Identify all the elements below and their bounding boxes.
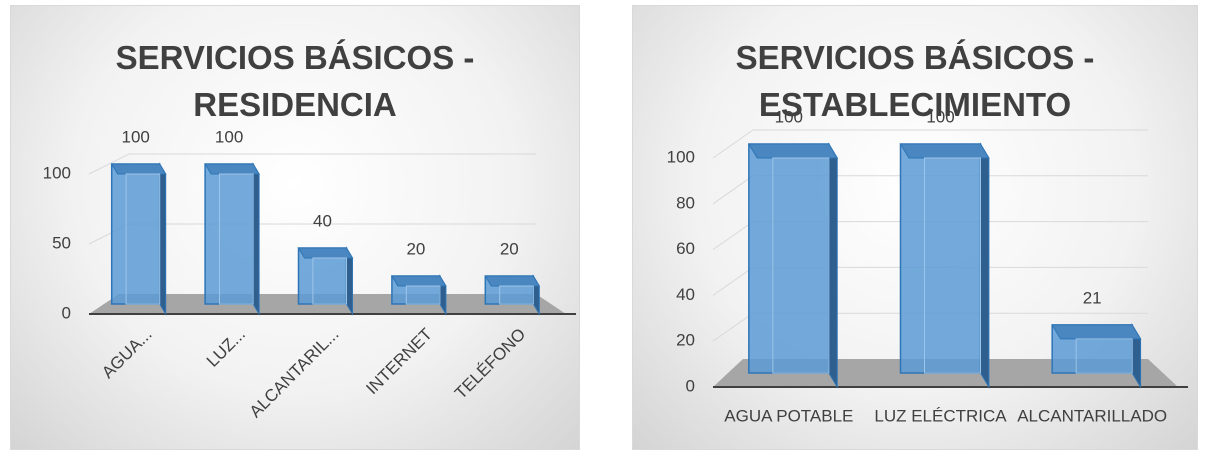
value-label: 21 [1083,288,1102,307]
y-tick-label: 0 [62,303,71,322]
x-tick-label: INTERNET [362,325,436,399]
bar [484,274,541,316]
y-tick-label: 20 [676,331,695,350]
y-tick-label: 40 [676,285,695,304]
value-label: 100 [775,107,803,126]
bar [747,142,839,389]
grid-line [712,129,1148,159]
value-label: 100 [926,107,954,126]
x-tick-label: ALCANTARILLADO [1017,406,1167,425]
y-tick-label: 60 [676,239,695,258]
x-tick-label: AGUA POTABLE [724,406,853,425]
x-tick-label: AGUA... [98,325,156,383]
y-tick-label: 100 [667,147,695,166]
y-tick-label: 100 [43,163,71,182]
x-tick-label: LUZ ELÉCTRICA [874,406,1007,425]
value-label: 100 [215,127,243,146]
value-label: 20 [406,239,425,258]
y-tick-label: 80 [676,193,695,212]
bar [110,162,167,316]
grid-line [88,153,536,175]
y-tick-label: 50 [52,233,71,252]
chart-panel: SERVICIOS BÁSICOS - RESIDENCIA 0 50 100 100… [10,5,580,450]
x-tick-label: LUZ... [203,325,249,371]
x-tick-label: TELÉFONO [451,325,529,403]
value-label: 40 [313,211,332,230]
bar [297,246,354,316]
chart-title: SERVICIOS BÁSICOS - ESTABLECIMIENTO [735,39,1095,123]
value-label: 100 [122,127,150,146]
chart: 0 50 100 100 AGUA... 100 LUZ... 40 ALCANTARIL...… [43,127,576,422]
x-tick-label: ALCANTARIL... [246,325,343,422]
bar [204,162,260,316]
chart: 0 20 40 60 80 100 100 AGUA POTABLE 100 LUZ ELÉCTR… [667,107,1188,425]
bar [899,142,990,389]
chart-title: SERVICIOS BÁSICOS - RESIDENCIA [115,39,475,123]
y-tick-label: 0 [686,376,695,395]
bar [391,274,447,316]
value-label: 20 [500,239,519,258]
bar [1051,323,1142,389]
chart-panel: SERVICIOS BÁSICOS - ESTABLECIMIENTO 0 20 4… [632,5,1198,450]
